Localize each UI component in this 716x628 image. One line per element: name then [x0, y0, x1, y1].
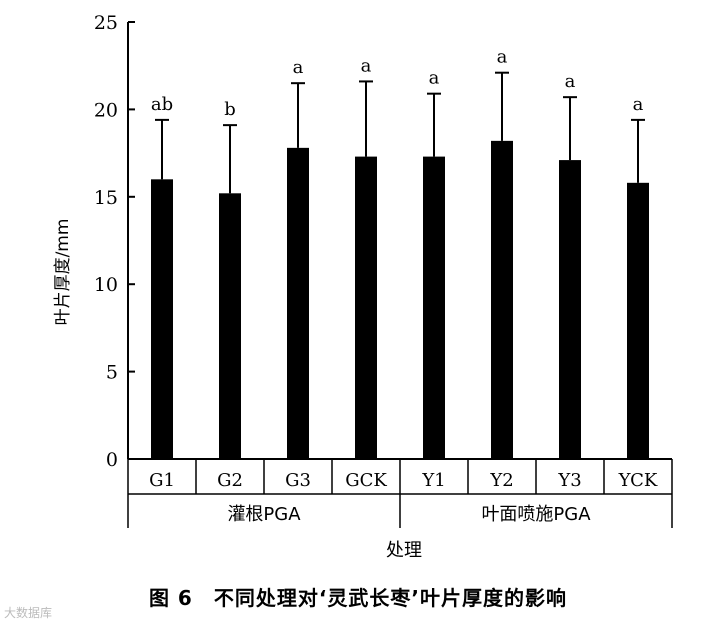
y-axis-label: 叶片厚度/mm [53, 219, 73, 326]
x-tick-label: YCK [618, 470, 658, 491]
bars: ab b a a a a a a [151, 47, 649, 460]
y-tick-label: 15 [94, 187, 118, 209]
bar [219, 193, 241, 459]
significance-label: a [497, 47, 508, 68]
x-tick-label: G3 [285, 470, 311, 491]
bar [355, 156, 377, 459]
bar [287, 147, 309, 459]
y-tick-label: 25 [94, 12, 118, 34]
significance-label: a [293, 57, 304, 78]
x-tick-label: Y1 [421, 470, 445, 491]
x-tick-label: G2 [217, 470, 243, 491]
bar [559, 160, 581, 460]
bar [491, 140, 513, 459]
x-axis: G1 G2 G3 GCK Y1 Y2 Y3 YCK 灌根PGA 叶面喷施PGA [127, 458, 673, 528]
x-tick-label: G1 [149, 470, 175, 491]
group-label: 灌根PGA [227, 504, 301, 525]
x-axis-label: 处理 [386, 540, 422, 561]
x-tick-label: Y3 [557, 470, 581, 491]
x-tick-label: GCK [345, 470, 387, 491]
y-axis: 0 5 10 15 20 25 [94, 12, 135, 471]
figure-caption: 图 6 不同处理对‘灵武长枣’叶片厚度的影响 [148, 586, 568, 610]
group-label: 叶面喷施PGA [481, 504, 591, 525]
bar-chart: 0 5 10 15 20 25 ab b a a a a a a G1 G2 G3 GCK Y1 Y2 Y3 YCK 灌… [53, 12, 673, 561]
y-tick-label: 5 [106, 362, 118, 384]
significance-label: a [361, 55, 372, 76]
significance-label: a [565, 71, 576, 92]
y-tick-label: 20 [94, 99, 118, 121]
y-tick-label: 10 [94, 274, 118, 296]
significance-label: a [429, 68, 440, 89]
bar [627, 182, 649, 460]
x-tick-label: Y2 [489, 470, 513, 491]
watermark: 大数据库 [4, 606, 53, 620]
significance-label: b [224, 99, 236, 120]
bar [423, 156, 445, 459]
bar [151, 179, 173, 459]
significance-label: ab [151, 94, 173, 115]
significance-label: a [633, 94, 644, 115]
y-tick-label: 0 [106, 449, 118, 471]
